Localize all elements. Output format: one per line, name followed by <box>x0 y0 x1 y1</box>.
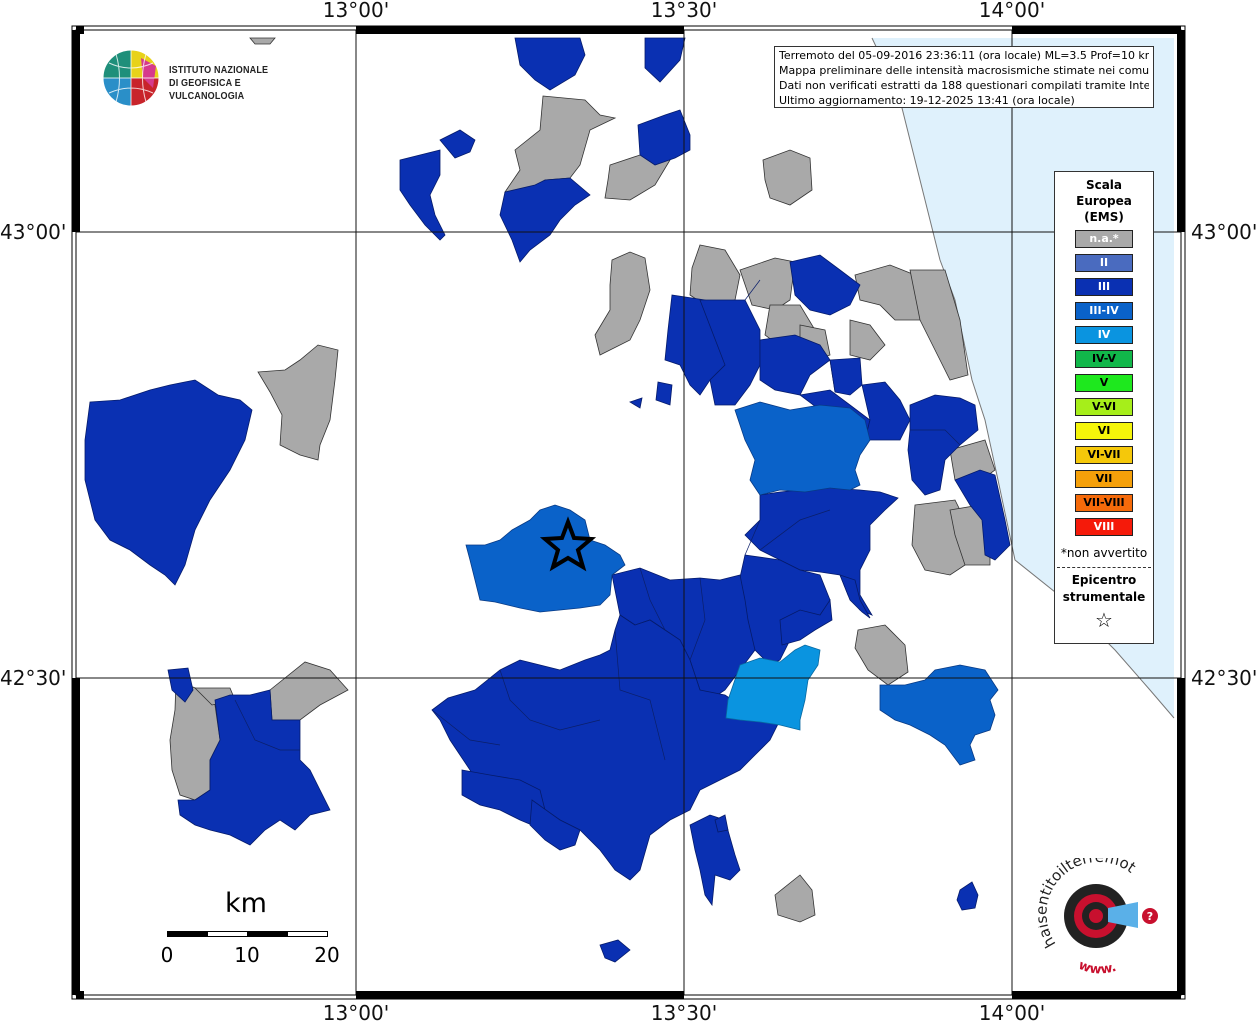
legend-item: V-VI <box>1075 398 1133 416</box>
legend-item: V <box>1075 374 1133 392</box>
info-line-description: Mappa preliminare delle intensità macros… <box>779 64 1149 77</box>
legend-note: *non avvertito <box>1060 546 1148 560</box>
info-line-updated: Ultimo aggiornamento: 19-12-2025 13:41 (… <box>779 94 1075 107</box>
scale-segment <box>287 931 328 937</box>
legend-title-line: Scala <box>1085 178 1123 192</box>
scale-bar: km 0 10 20 <box>150 888 350 968</box>
epicenter-star-icon <box>539 516 597 572</box>
info-line-source: Dati non verificati estratti da 188 ques… <box>779 79 1149 92</box>
legend-star-icon: ☆ <box>1095 608 1113 632</box>
areas-intensity-iii-iv <box>465 401 999 766</box>
scale-tick-10: 10 <box>234 943 260 967</box>
lat-label-left-4300: 43°00' <box>0 220 67 244</box>
ingv-logo-line1: ISTITUTO NAZIONALE <box>169 64 269 76</box>
legend-item: VII <box>1075 470 1133 488</box>
lon-label-bottom-1330: 13°30' <box>650 1001 718 1025</box>
legend-item: VI-VII <box>1075 446 1133 464</box>
legend-title-line: Europea <box>1076 194 1132 208</box>
lon-label-bottom-1300: 13°00' <box>322 1001 390 1025</box>
scale-segment <box>247 931 288 937</box>
haisentito-target-icon: haisentitoilterremoto.it www. ? <box>1032 844 1158 978</box>
legend-epicenter-line: Epicentro <box>1071 573 1137 587</box>
lat-label-left-4230: 42°30' <box>0 666 67 690</box>
lon-label-top-1330: 13°30' <box>650 0 718 22</box>
scale-tick-20: 20 <box>314 943 340 967</box>
scale-segment <box>167 931 208 937</box>
lon-label-top-1300: 13°00' <box>322 0 390 22</box>
lat-label-right-4300: 43°00' <box>1191 220 1256 244</box>
legend-title: Scala Europea (EMS) <box>1055 177 1153 225</box>
legend-title-line: (EMS) <box>1084 210 1124 224</box>
ems-legend: Scala Europea (EMS) n.a.* II III III-IV IV IV… <box>1054 171 1154 644</box>
legend-item: n.a.* <box>1075 230 1133 248</box>
area-intensity-iv <box>725 644 821 731</box>
areas-intensity-iii <box>84 37 1011 963</box>
map-frame <box>71 25 1186 1000</box>
ingv-globe-icon <box>102 49 160 107</box>
haisentito-logo: haisentitoilterremoto.it www. ? <box>1032 844 1168 978</box>
lat-label-right-4230: 42°30' <box>1191 666 1256 690</box>
legend-item: III-IV <box>1075 302 1133 320</box>
info-line-event: Terremoto del 05-09-2016 23:36:11 (ora l… <box>779 49 1149 62</box>
areas-not-felt <box>169 37 996 923</box>
scale-unit: km <box>225 888 267 919</box>
legend-epicenter-line: strumentale <box>1062 590 1146 604</box>
legend-item: IV <box>1075 326 1133 344</box>
lon-label-bottom-1400: 14°00' <box>978 1001 1046 1025</box>
legend-separator <box>1057 567 1151 568</box>
lon-label-top-1400: 14°00' <box>978 0 1046 22</box>
earthquake-info-box: Terremoto del 05-09-2016 23:36:11 (ora l… <box>774 46 1154 108</box>
scale-segment <box>207 931 248 937</box>
ingv-logo: ISTITUTO NAZIONALE DI GEOFISICA E VULCAN… <box>101 48 331 110</box>
legend-item: IV-V <box>1075 350 1133 368</box>
haisentito-logo-www: www. <box>1076 958 1118 978</box>
legend-item: VI <box>1075 422 1133 440</box>
legend-item: VII-VIII <box>1075 494 1133 512</box>
ingv-logo-line2: DI GEOFISICA E VULCANOLOGIA <box>169 77 245 102</box>
graticule <box>76 30 1181 995</box>
legend-epicenter-label: Epicentro strumentale <box>1055 572 1153 606</box>
legend-item: III <box>1075 278 1133 296</box>
legend-item: VIII <box>1075 518 1133 536</box>
legend-item: II <box>1075 254 1133 272</box>
municipality-boundaries <box>234 279 961 761</box>
svg-text:www.: www. <box>1076 958 1118 978</box>
scale-tick-0: 0 <box>160 943 174 967</box>
svg-text:?: ? <box>1147 910 1153 923</box>
